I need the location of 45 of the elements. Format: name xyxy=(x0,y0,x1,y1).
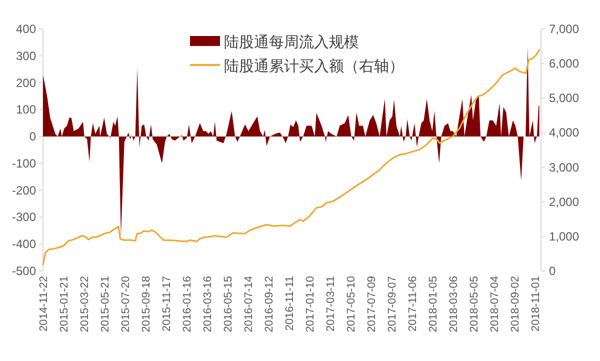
legend-label: 陆股通累计买入额（右轴） xyxy=(224,58,404,75)
y-tick-label: 300 xyxy=(16,48,36,63)
x-tick-label: 2018-05-05 xyxy=(468,276,481,332)
y-tick-label: -100 xyxy=(12,156,36,170)
x-tick-label: 2016-11-11 xyxy=(284,276,296,331)
x-tick-label: 2017-03-11 xyxy=(325,276,338,332)
y2-tick-label: 0 xyxy=(549,264,556,278)
y2-tick-label: 4,000 xyxy=(549,126,580,140)
x-tick-label: 2015-07-20 xyxy=(120,276,132,332)
y-tick-label: -200 xyxy=(12,183,36,198)
x-tick-label: 2018-09-02 xyxy=(510,276,522,332)
x-tick-label: 2014-11-22 xyxy=(38,276,50,332)
x-tick-label: 2017-01-10 xyxy=(304,276,317,332)
y-tick-label: 100 xyxy=(16,102,36,117)
y2-tick-label: 1,000 xyxy=(549,229,580,244)
y-tick-label: 400 xyxy=(16,22,36,36)
x-tick-label: 2018-01-05 xyxy=(428,276,440,332)
x-tick-label: 2017-11-06 xyxy=(407,276,420,332)
y2-tick-label: 5,000 xyxy=(549,91,580,106)
x-tick-label: 2016-07-14 xyxy=(243,276,256,332)
x-tick-label: 2017-05-10 xyxy=(346,276,358,332)
x-tick-label: 2016-09-12 xyxy=(264,276,276,332)
y2-tick-label: 2,000 xyxy=(549,194,580,209)
y2-tick-label: 6,000 xyxy=(549,56,580,71)
y2-tick-label: 7,000 xyxy=(549,22,580,36)
x-tick-label: 2015-11-17 xyxy=(161,276,174,332)
x-tick-label: 2016-03-16 xyxy=(202,276,214,332)
y-tick-label: -500 xyxy=(12,264,36,278)
x-tick-label: 2018-11-01 xyxy=(530,276,542,332)
x-tick-label: 2015-03-22 xyxy=(79,276,92,332)
y-tick-label: 200 xyxy=(16,76,36,90)
x-tick-label: 2016-01-16 xyxy=(182,276,194,332)
x-tick-label: 2017-09-07 xyxy=(386,276,399,332)
x-tick-label: 2015-09-18 xyxy=(140,276,153,332)
x-tick-label: 2017-07-09 xyxy=(366,276,378,332)
y-tick-label: -400 xyxy=(12,237,36,252)
x-tick-label: 2018-03-06 xyxy=(448,276,460,332)
x-tick-label: 2018-07-04 xyxy=(489,276,502,332)
x-tick-label: 2015-01-21 xyxy=(58,276,71,332)
y2-tick-label: 3,000 xyxy=(549,160,580,174)
y-tick-label: 0 xyxy=(29,130,36,144)
x-tick-label: 2016-05-15 xyxy=(222,276,235,332)
legend-label: 陆股通每周流入规模 xyxy=(224,34,359,51)
x-tick-label: 2015-05-21 xyxy=(100,276,112,332)
y-tick-label: -300 xyxy=(12,210,36,224)
